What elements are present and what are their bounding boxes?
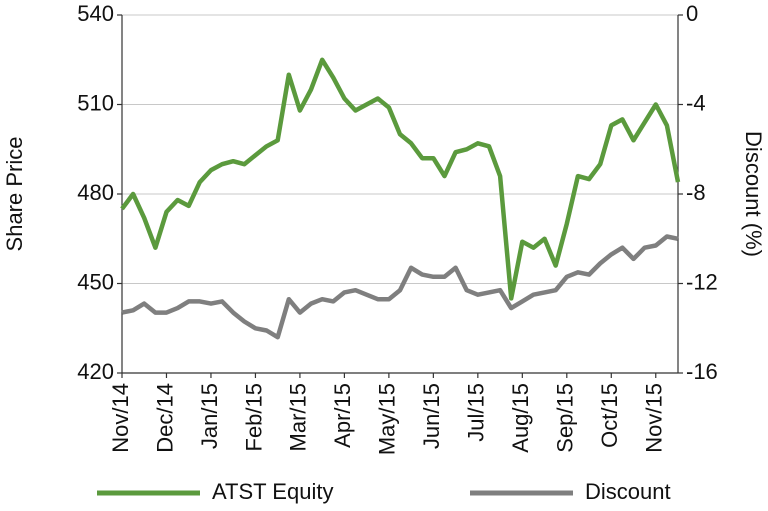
y2-tick-label: -4 bbox=[686, 90, 706, 115]
x-tick-label: Sep/15 bbox=[553, 383, 578, 453]
x-tick-label: Jul/15 bbox=[464, 383, 489, 442]
x-tick-label: Aug/15 bbox=[508, 383, 533, 453]
x-tick-label: Apr/15 bbox=[330, 383, 355, 448]
y-tick-label: 420 bbox=[77, 359, 114, 384]
x-tick-label: Dec/14 bbox=[152, 383, 177, 453]
series-line bbox=[120, 57, 681, 301]
x-tick-label: May/15 bbox=[375, 383, 400, 455]
y-tick-label: 450 bbox=[77, 269, 114, 294]
y2-axis-label: Discount (%) bbox=[741, 131, 766, 257]
y2-tick-label: -8 bbox=[686, 180, 706, 205]
y2-tick-label: -16 bbox=[686, 359, 718, 384]
x-tick-label: Jun/15 bbox=[419, 383, 444, 449]
legend-label: Discount bbox=[585, 479, 671, 504]
x-tick-label: Feb/15 bbox=[241, 383, 266, 452]
y2-tick-label: 0 bbox=[686, 1, 698, 26]
x-tick-label: Nov/15 bbox=[642, 383, 667, 453]
y-axis-label: Share Price bbox=[2, 137, 27, 252]
series-line bbox=[121, 234, 679, 340]
x-tick-label: Oct/15 bbox=[597, 383, 622, 448]
y-tick-label: 510 bbox=[77, 90, 114, 115]
y-tick-label: 540 bbox=[77, 1, 114, 26]
y-tick-label: 480 bbox=[77, 180, 114, 205]
x-tick-label: Nov/14 bbox=[108, 383, 133, 453]
x-tick-label: Jan/15 bbox=[197, 383, 222, 449]
legend-label: ATST Equity bbox=[212, 479, 333, 504]
x-tick-label: Mar/15 bbox=[286, 383, 311, 451]
y2-tick-label: -12 bbox=[686, 269, 718, 294]
